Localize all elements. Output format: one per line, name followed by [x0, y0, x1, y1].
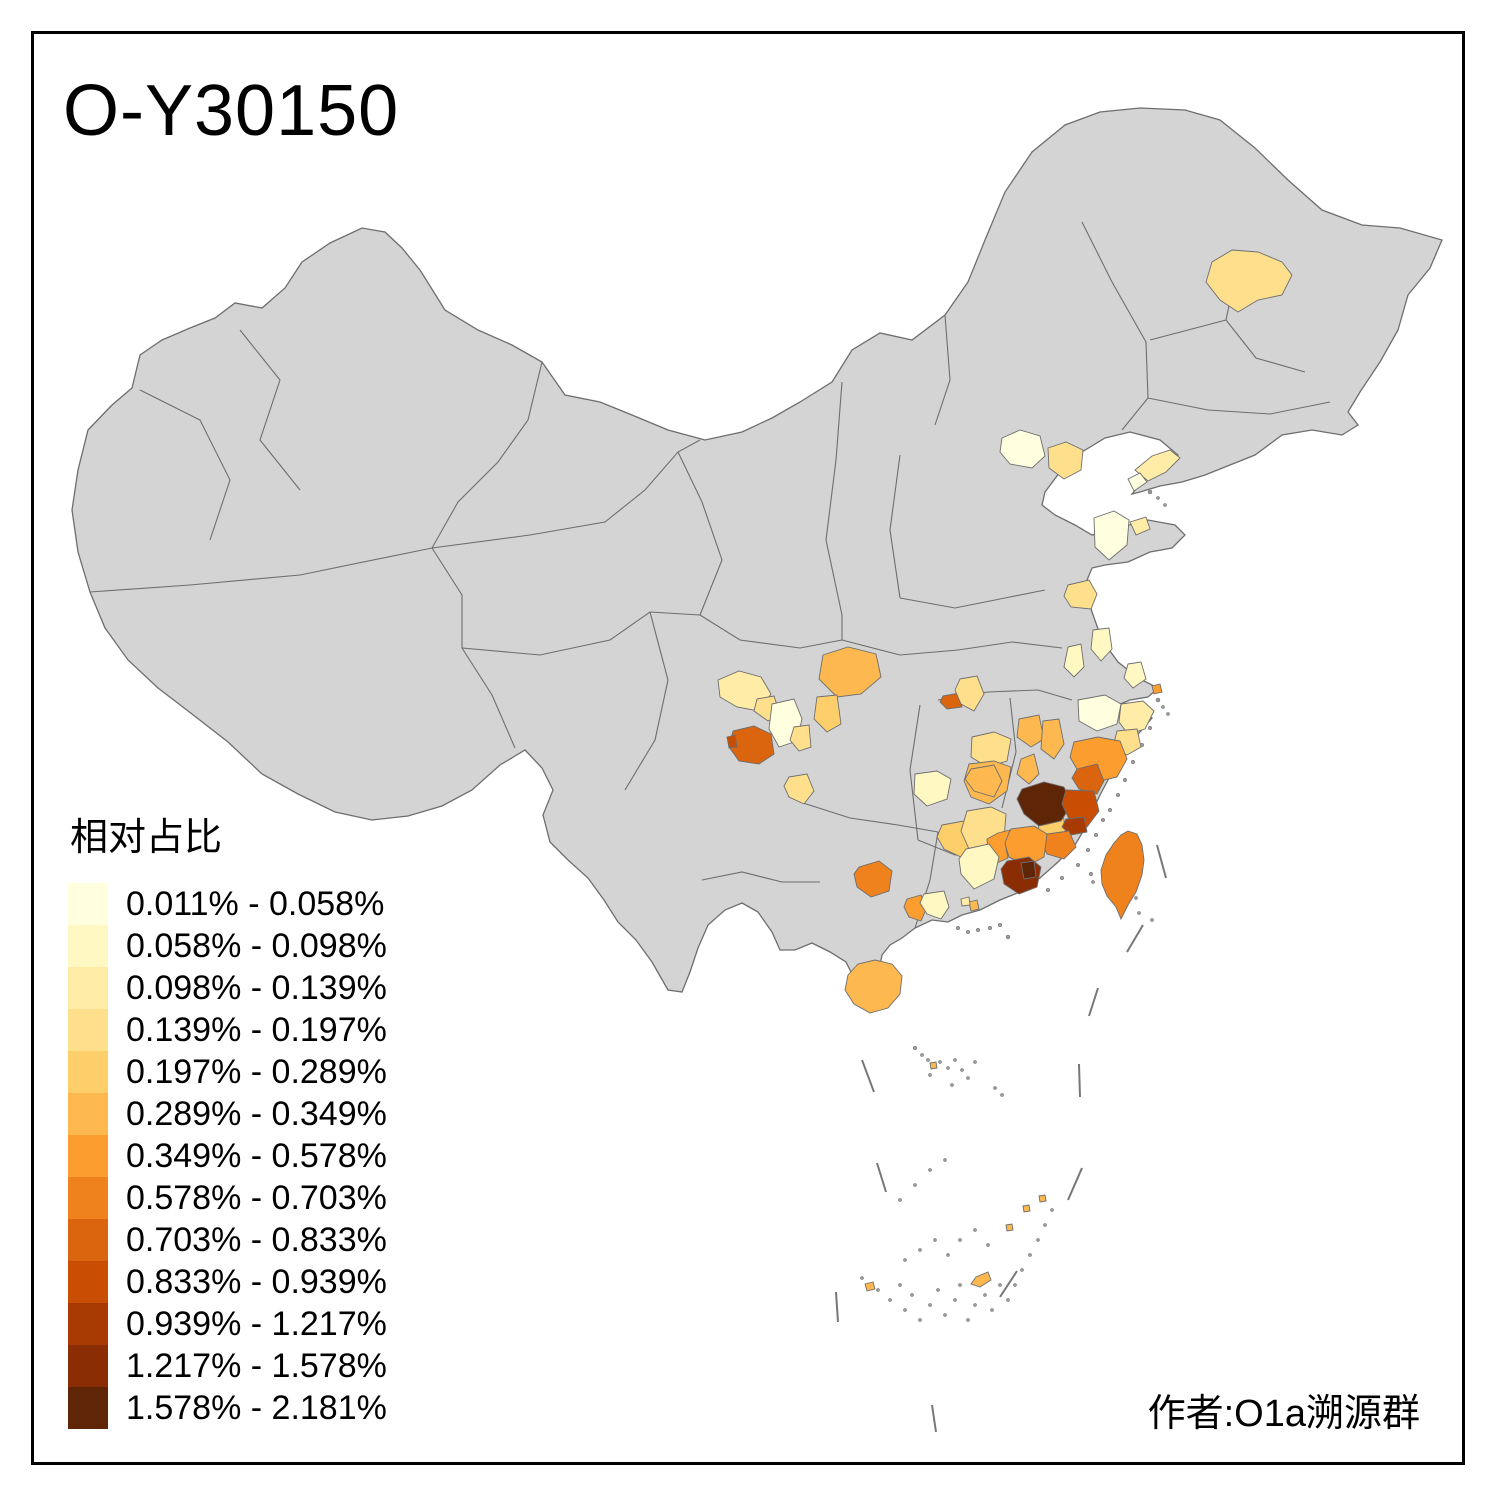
legend-range-label: 0.833% - 0.939% — [126, 1262, 387, 1301]
map-region-neijiang — [813, 694, 842, 733]
legend-range-label: 0.289% - 0.349% — [126, 1094, 387, 1133]
legend-swatch — [68, 1303, 108, 1345]
legend-swatch — [68, 1345, 108, 1387]
map-region-pearl-delta-dot2 — [960, 896, 971, 907]
legend-item: 0.058% - 0.098% — [68, 925, 387, 967]
legend-range-label: 1.217% - 1.578% — [126, 1346, 387, 1385]
map-region-scs-isle-b — [864, 1281, 876, 1292]
map-region-yangzhou — [1063, 579, 1098, 610]
map-region-wuxi — [1090, 627, 1113, 662]
map-region-changsha — [970, 731, 1012, 768]
map-region-scs-isle-e — [1005, 1223, 1014, 1232]
map-region-ningde — [1071, 763, 1105, 795]
map-region-tangshan — [1047, 441, 1084, 480]
map-region-shanghai — [1123, 661, 1147, 689]
legend-swatch — [68, 1261, 108, 1303]
legend-item: 1.578% - 2.181% — [68, 1387, 387, 1429]
legend-swatch — [68, 1051, 108, 1093]
legend-range-label: 0.197% - 0.289% — [126, 1052, 387, 1091]
map-region-shangrao — [1040, 718, 1065, 760]
map-region-maoming — [919, 890, 950, 920]
map-region-ziyang — [789, 724, 812, 752]
map-region-jingmen — [954, 675, 985, 712]
map-region-dalian — [1134, 449, 1181, 482]
nine-dash-line-segments — [835, 844, 1167, 1433]
legend: 相对占比 0.011% - 0.058% 0.058% - 0.098% 0.0… — [68, 806, 387, 1429]
legend-swatch — [68, 1219, 108, 1261]
map-region-putian — [1061, 816, 1088, 836]
legend-swatch — [68, 1009, 108, 1051]
map-region-xisha-isle — [929, 1061, 938, 1070]
map-region-scs-isle-c — [1038, 1194, 1047, 1203]
map-region-scs-isle-d — [1022, 1204, 1031, 1213]
legend-range-label: 0.139% - 0.197% — [126, 1010, 387, 1049]
legend-item: 0.939% - 1.217% — [68, 1303, 387, 1345]
map-region-nanping-north — [1016, 753, 1040, 785]
legend-range-label: 0.098% - 0.139% — [126, 968, 387, 1007]
legend-swatch — [68, 1387, 108, 1429]
legend-item: 0.703% - 0.833% — [68, 1219, 387, 1261]
map-region-dalian-tip — [1127, 472, 1148, 492]
legend-title: 相对占比 — [70, 817, 223, 859]
map-region-nanchong-chongqing — [818, 646, 882, 698]
map-region-zhangzhou-core — [1020, 860, 1037, 880]
legend-swatch — [68, 1135, 108, 1177]
map-region-heyuan — [958, 843, 1000, 890]
map-region-nanjing — [1063, 643, 1085, 678]
map-region-guigang — [853, 860, 893, 898]
map-region-beijing — [999, 429, 1046, 469]
legend-range-label: 0.939% - 1.217% — [126, 1304, 387, 1343]
map-region-jiangxi-fuzhou — [964, 764, 1003, 798]
legend-swatch — [68, 883, 108, 925]
legend-range-label: 0.349% - 0.578% — [126, 1136, 387, 1175]
small-islands — [860, 489, 1170, 1322]
map-region-jingdezhen — [1016, 714, 1045, 748]
legend-range-label: 0.578% - 0.703% — [126, 1178, 387, 1217]
map-region-leshan-west — [726, 734, 738, 749]
legend-item: 0.578% - 0.703% — [68, 1177, 387, 1219]
map-region-yantai — [1129, 516, 1151, 536]
choropleth-regions — [717, 249, 1293, 1292]
legend-swatch — [68, 1177, 108, 1219]
province-boundaries — [89, 221, 1331, 929]
legend-range-label: 1.578% - 2.181% — [126, 1388, 387, 1427]
map-region-hainan — [844, 959, 903, 1014]
map-region-hangzhou — [1077, 694, 1122, 732]
map-region-shanghai-isle — [1151, 683, 1163, 695]
legend-range-label: 0.058% - 0.098% — [126, 926, 387, 965]
legend-swatch — [68, 925, 108, 967]
legend-item: 0.197% - 0.289% — [68, 1051, 387, 1093]
author-attribution: 作者:O1a溯源群 — [1147, 1393, 1420, 1435]
legend-item: 1.217% - 1.578% — [68, 1345, 387, 1387]
legend-range-label: 0.703% - 0.833% — [126, 1220, 387, 1259]
legend-swatch — [68, 1093, 108, 1135]
legend-range-label: 0.011% - 0.058% — [126, 884, 385, 923]
map-region-fuzhou — [1061, 789, 1100, 828]
legend-swatch — [68, 967, 108, 1009]
map-region-loudi — [913, 770, 952, 807]
map-region-shandong-west — [1093, 510, 1130, 561]
legend-item: 0.139% - 0.197% — [68, 1009, 387, 1051]
legend-item: 0.098% - 0.139% — [68, 967, 387, 1009]
legend-item: 0.833% - 0.939% — [68, 1261, 387, 1303]
legend-item: 0.289% - 0.349% — [68, 1093, 387, 1135]
map-region-ningbo — [1118, 700, 1155, 735]
legend-item: 0.011% - 0.058% — [68, 883, 387, 925]
map-region-zhaotong — [783, 773, 815, 805]
map-region-sanming — [1016, 781, 1073, 827]
map-region-taiwan — [1100, 830, 1145, 921]
page-title: O-Y30150 — [63, 71, 400, 151]
map-region-scs-isle-a — [970, 1271, 992, 1288]
map-region-pearl-delta-dot1 — [968, 899, 980, 912]
legend-item: 0.349% - 0.578% — [68, 1135, 387, 1177]
map-region-ne-yichun — [1205, 249, 1293, 313]
map-region-leshan — [728, 725, 775, 765]
